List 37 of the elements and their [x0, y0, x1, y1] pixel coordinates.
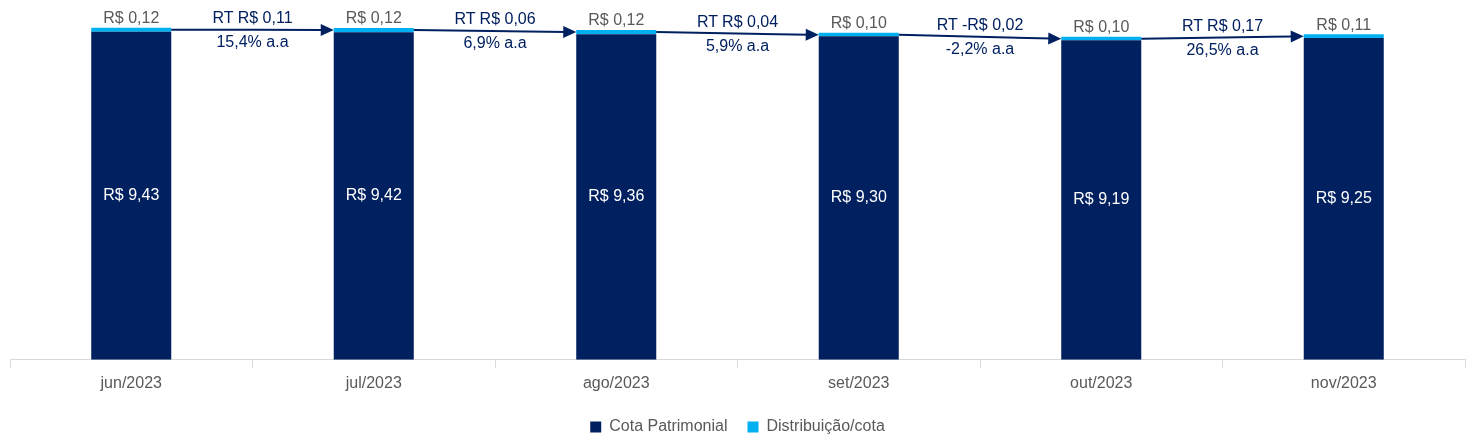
bar [1061, 40, 1142, 360]
x-tick-label: jun/2023 [99, 373, 163, 391]
data-label: R$ 0,10 [1073, 18, 1130, 36]
data-label: R$ 0,10 [830, 14, 887, 32]
x-tick-label: ago/2023 [582, 373, 650, 391]
x-tick-label: nov/2023 [1310, 373, 1377, 391]
annotation: 5,9% a.a [705, 36, 770, 54]
annotation: RT -R$ 0,02 [936, 16, 1024, 34]
bar [91, 31, 172, 360]
text: RT R$ 0,11 [212, 9, 293, 27]
bar [333, 32, 414, 360]
annotation: -2,2% a.a [945, 40, 1015, 58]
x-tick-label: set/2023 [828, 373, 890, 391]
legend-label: Distribuição/cota [766, 417, 885, 435]
x-tick-label: jul/2023 [344, 373, 402, 391]
bar [576, 34, 657, 360]
data-label: R$ 9,19 [1073, 190, 1130, 208]
annotation: 6,9% a.a [463, 34, 527, 52]
data-label: R$ 9,43 [103, 186, 160, 204]
x-tick-label: out/2023 [1070, 373, 1133, 391]
data-label: R$ 9,36 [588, 187, 645, 205]
annotation: 26,5% a.a [1186, 40, 1259, 58]
annotation: 15,4% a.a [216, 33, 289, 51]
annotation: RT R$ 0,04 [696, 12, 779, 30]
data-label: R$ 0,12 [588, 11, 645, 29]
legend-label: Cota Patrimonial [609, 417, 728, 435]
data-label: R$ 0,12 [345, 9, 402, 27]
annotation: RT R$ 0,17 [1181, 16, 1264, 34]
bar [1303, 38, 1384, 360]
data-label: R$ 9,30 [830, 188, 887, 206]
bar [818, 36, 899, 360]
data-label: R$ 0,12 [103, 9, 160, 27]
bar [91, 27, 172, 32]
text: RT R$ 0,06 [454, 10, 536, 28]
data-label: R$ 0,11 [1316, 15, 1372, 33]
data-label: R$ 9,42 [345, 186, 402, 204]
data-label: R$ 9,25 [1315, 189, 1372, 207]
